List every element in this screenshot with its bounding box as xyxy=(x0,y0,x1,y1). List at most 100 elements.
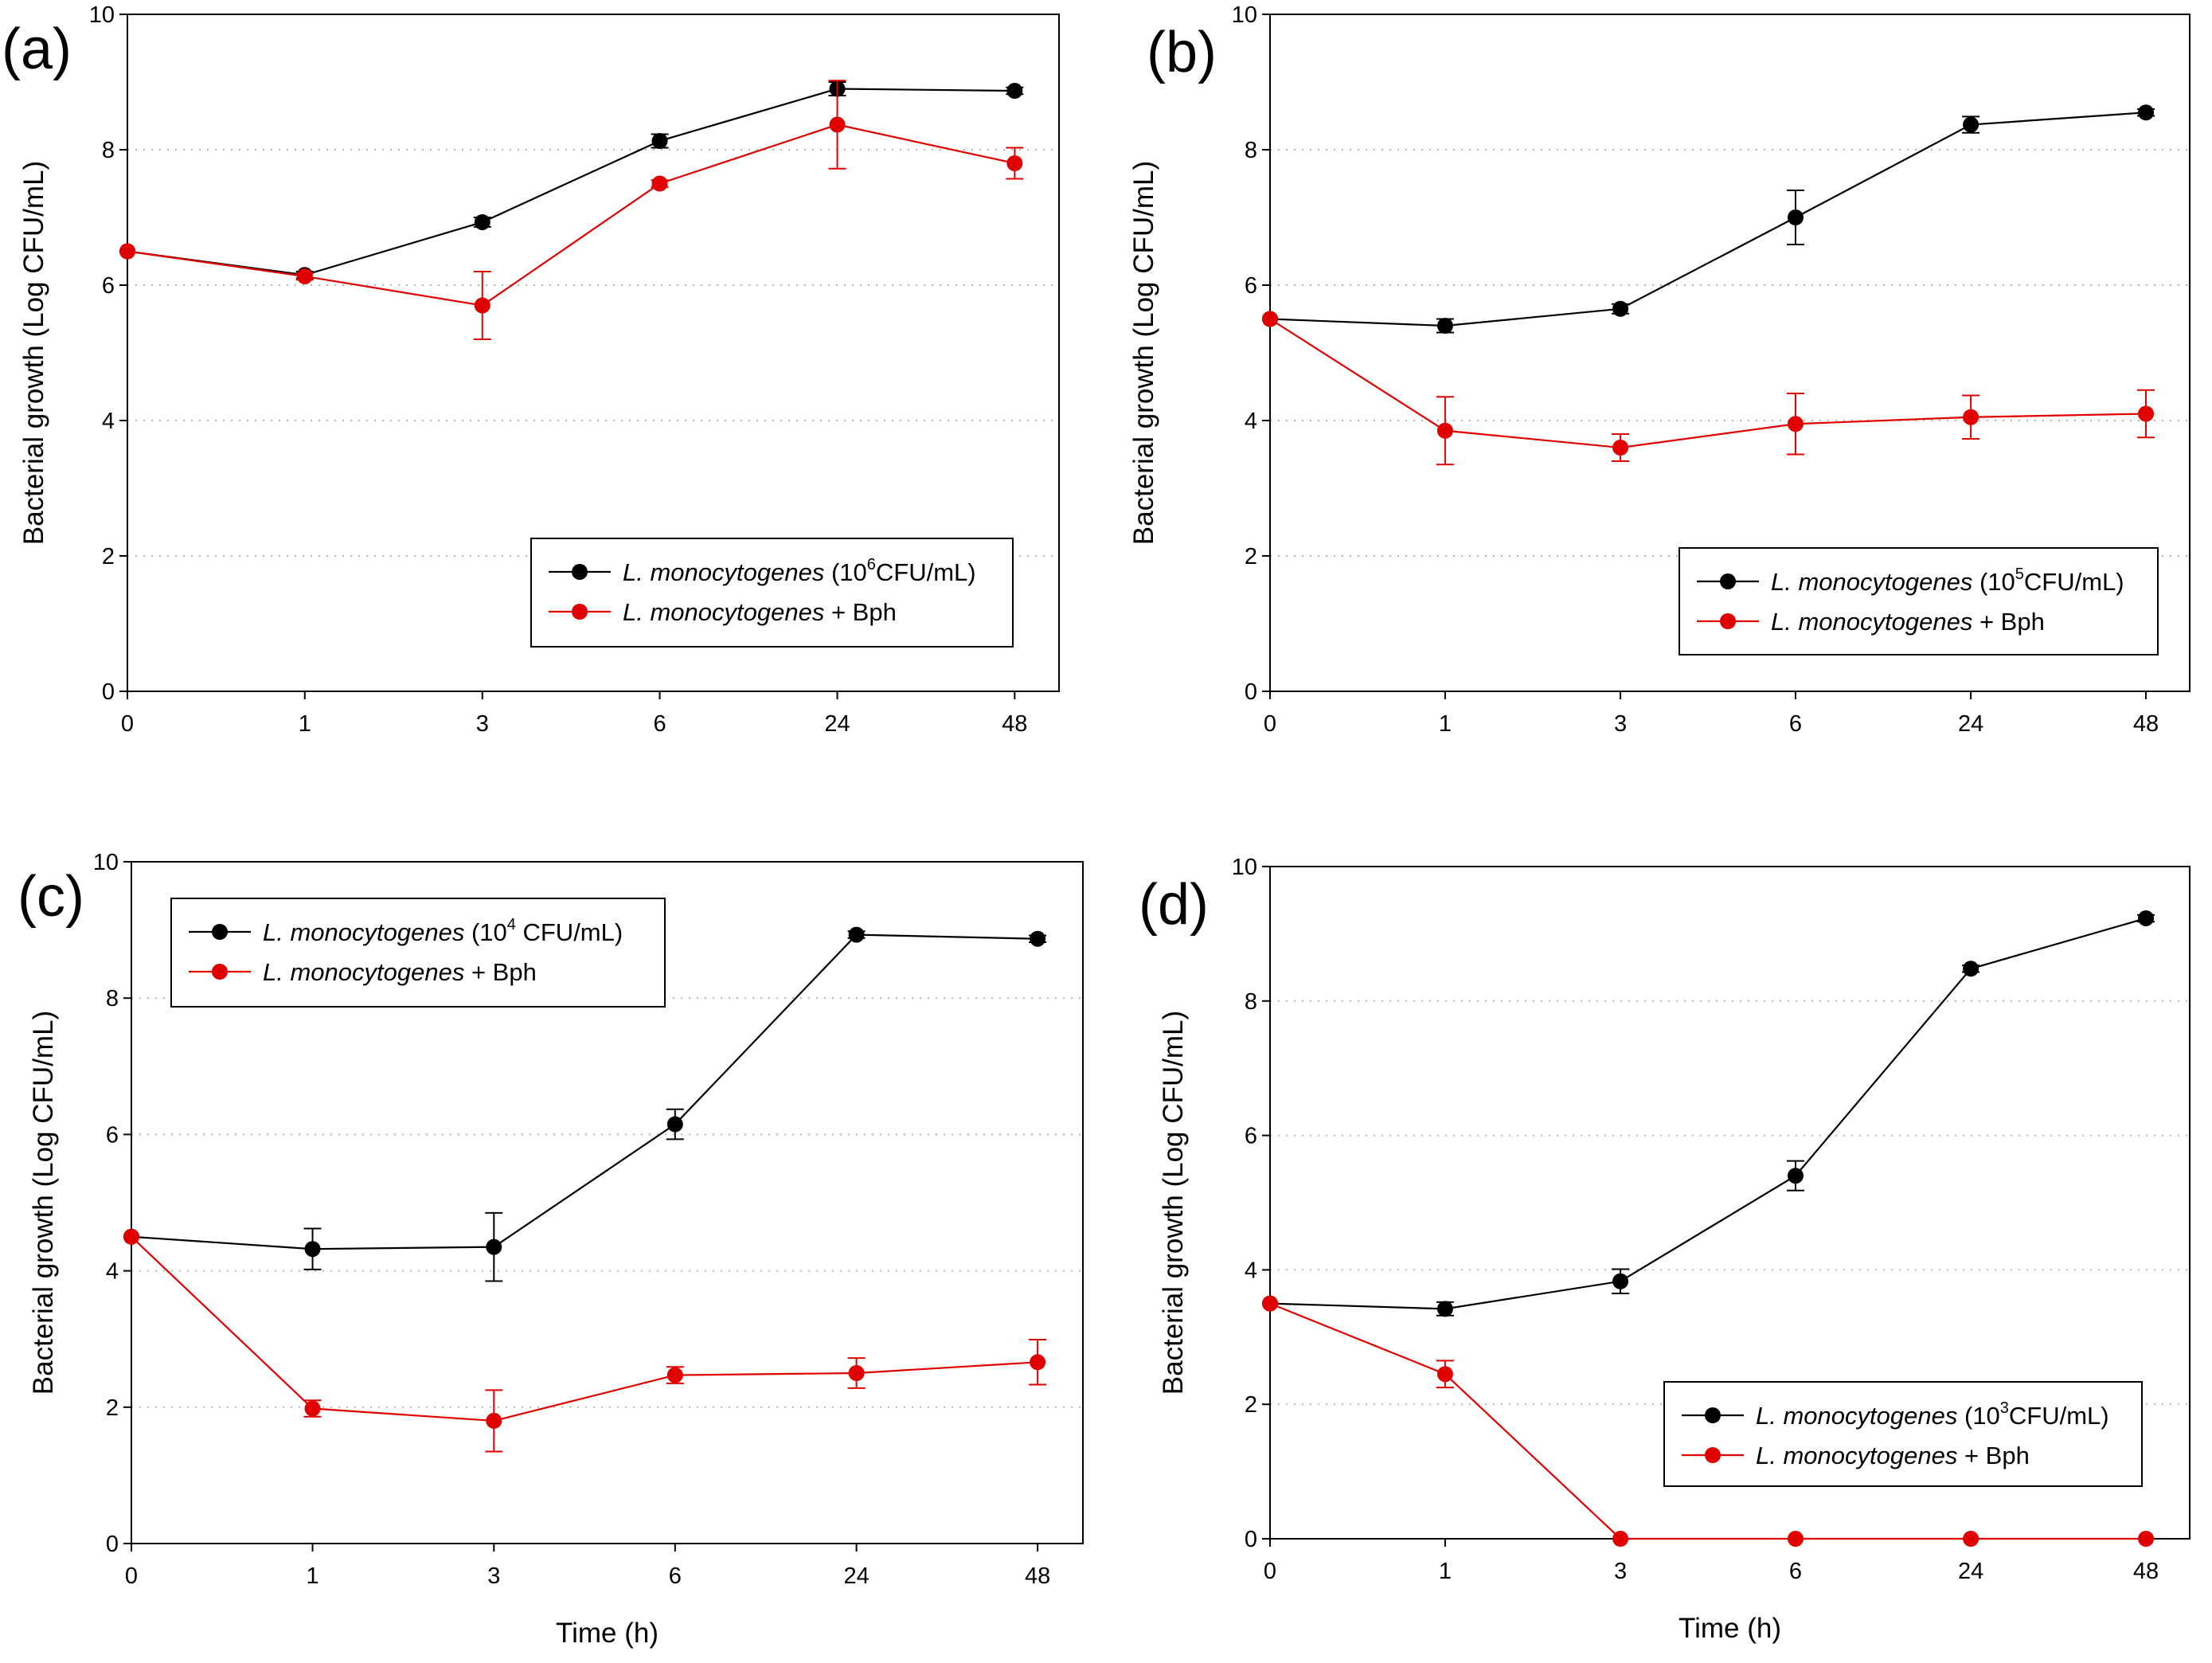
data-point xyxy=(1436,1366,1453,1383)
data-point xyxy=(1612,1531,1629,1547)
data-point xyxy=(119,243,135,260)
data-point xyxy=(1787,416,1804,432)
data-point xyxy=(1030,930,1046,947)
x-tick-label: 0 xyxy=(1264,1559,1276,1584)
x-tick-label: 0 xyxy=(125,1563,138,1589)
data-point xyxy=(829,116,846,133)
data-point xyxy=(666,1367,683,1383)
legend-marker xyxy=(1720,573,1736,589)
series-control xyxy=(119,80,1024,284)
legend-box xyxy=(530,538,1014,648)
series-line xyxy=(127,88,1015,276)
data-point xyxy=(1963,961,1979,977)
legend-marker xyxy=(1705,1447,1721,1463)
legend-marker xyxy=(572,604,588,620)
series-control xyxy=(1262,910,2155,1317)
legend-label: L. monocytogenes (105CFU/mL) xyxy=(1771,565,2124,596)
panel-label: (b) xyxy=(1147,21,1217,84)
data-point xyxy=(848,1365,865,1381)
panel-label: (d) xyxy=(1139,873,1209,937)
legend-label: L. monocytogenes + Bph xyxy=(1771,608,2045,636)
legend-entry: L. monocytogenes + Bph xyxy=(549,598,897,626)
x-tick-label: 0 xyxy=(121,711,134,737)
x-tick-label: 48 xyxy=(2133,1559,2159,1584)
x-axis-label: Time (h) xyxy=(556,1618,659,1649)
y-axis-label: Bacterial growth (Log CFU/mL) xyxy=(18,161,49,545)
x-tick-label: 6 xyxy=(1789,711,1802,737)
x-tick-label: 6 xyxy=(669,1563,682,1589)
plot-frame xyxy=(1269,14,2191,692)
series-bph xyxy=(1262,311,2155,466)
data-point xyxy=(474,213,490,230)
legend: L. monocytogenes (106CFU/mL) L. monocytog… xyxy=(530,538,1014,648)
series-line xyxy=(1269,917,2147,1310)
legend-entry: L. monocytogenes + Bph xyxy=(1697,608,2045,636)
data-point xyxy=(1612,300,1629,317)
data-point xyxy=(474,297,490,314)
y-tick-label: 6 xyxy=(1245,273,1257,299)
data-point xyxy=(1963,116,1979,133)
data-point xyxy=(123,1228,139,1245)
panel-label: (c) xyxy=(18,865,84,929)
x-tick-label: 24 xyxy=(1958,1559,1983,1584)
x-tick-label: 3 xyxy=(1614,1559,1627,1584)
y-tick-label: 6 xyxy=(106,1122,119,1148)
legend-marker xyxy=(572,564,588,580)
y-tick-label: 10 xyxy=(93,850,119,875)
y-tick-label: 8 xyxy=(1245,989,1257,1015)
y-tick-label: 4 xyxy=(1245,409,1257,434)
data-point xyxy=(1262,1295,1278,1312)
y-tick-label: 10 xyxy=(89,2,115,28)
legend-box xyxy=(170,898,666,1008)
legend-entry: L. monocytogenes (106CFU/mL) xyxy=(549,556,976,586)
legend-entry: L. monocytogenes (105CFU/mL) xyxy=(1697,565,2124,596)
x-tick-label: 48 xyxy=(2133,711,2159,737)
y-axis-label: Bacterial growth (Log CFU/mL) xyxy=(1158,1011,1189,1395)
series-line xyxy=(131,933,1038,1250)
legend-marker xyxy=(1705,1407,1721,1423)
y-tick-label: 0 xyxy=(106,1532,119,1557)
data-point xyxy=(1963,1531,1979,1547)
data-point xyxy=(1436,1301,1453,1317)
series-line xyxy=(1269,318,2147,449)
y-tick-label: 2 xyxy=(106,1395,119,1421)
legend-entry: L. monocytogenes + Bph xyxy=(189,958,537,986)
series-control xyxy=(123,926,1047,1282)
data-point xyxy=(1436,318,1453,334)
y-tick-label: 10 xyxy=(1232,2,1257,28)
legend-label: L. monocytogenes (103CFU/mL) xyxy=(1756,1399,2109,1430)
series-line xyxy=(127,123,1015,307)
legend-entry: L. monocytogenes (104 CFU/mL) xyxy=(189,916,623,946)
legend-marker xyxy=(212,924,228,940)
x-tick-label: 6 xyxy=(653,711,666,737)
y-tick-label: 0 xyxy=(102,679,115,705)
data-point xyxy=(296,268,313,284)
data-point xyxy=(1963,409,1979,425)
x-tick-label: 3 xyxy=(476,711,489,737)
data-point xyxy=(1006,83,1023,100)
legend: L. monocytogenes (103CFU/mL) L. monocytog… xyxy=(1663,1381,2143,1487)
legend: L. monocytogenes (105CFU/mL) L. monocytog… xyxy=(1679,547,2159,655)
y-tick-label: 6 xyxy=(1245,1124,1257,1149)
x-tick-label: 1 xyxy=(306,1563,319,1589)
data-point xyxy=(304,1241,321,1258)
x-tick-label: 24 xyxy=(1958,711,1983,737)
series-line xyxy=(131,1236,1038,1422)
legend-box xyxy=(1679,547,2159,655)
y-tick-label: 6 xyxy=(102,273,115,299)
x-tick-label: 0 xyxy=(1264,711,1276,737)
data-point xyxy=(1262,311,1278,327)
plot-frame xyxy=(127,14,1060,692)
data-point xyxy=(1787,209,1804,225)
legend-label: L. monocytogenes (106CFU/mL) xyxy=(623,556,976,586)
y-tick-label: 4 xyxy=(106,1259,119,1285)
series-bph xyxy=(1262,1295,2155,1547)
y-tick-label: 8 xyxy=(106,986,119,1011)
x-tick-label: 3 xyxy=(487,1563,500,1589)
y-tick-label: 2 xyxy=(102,544,115,569)
data-point xyxy=(1006,155,1023,171)
